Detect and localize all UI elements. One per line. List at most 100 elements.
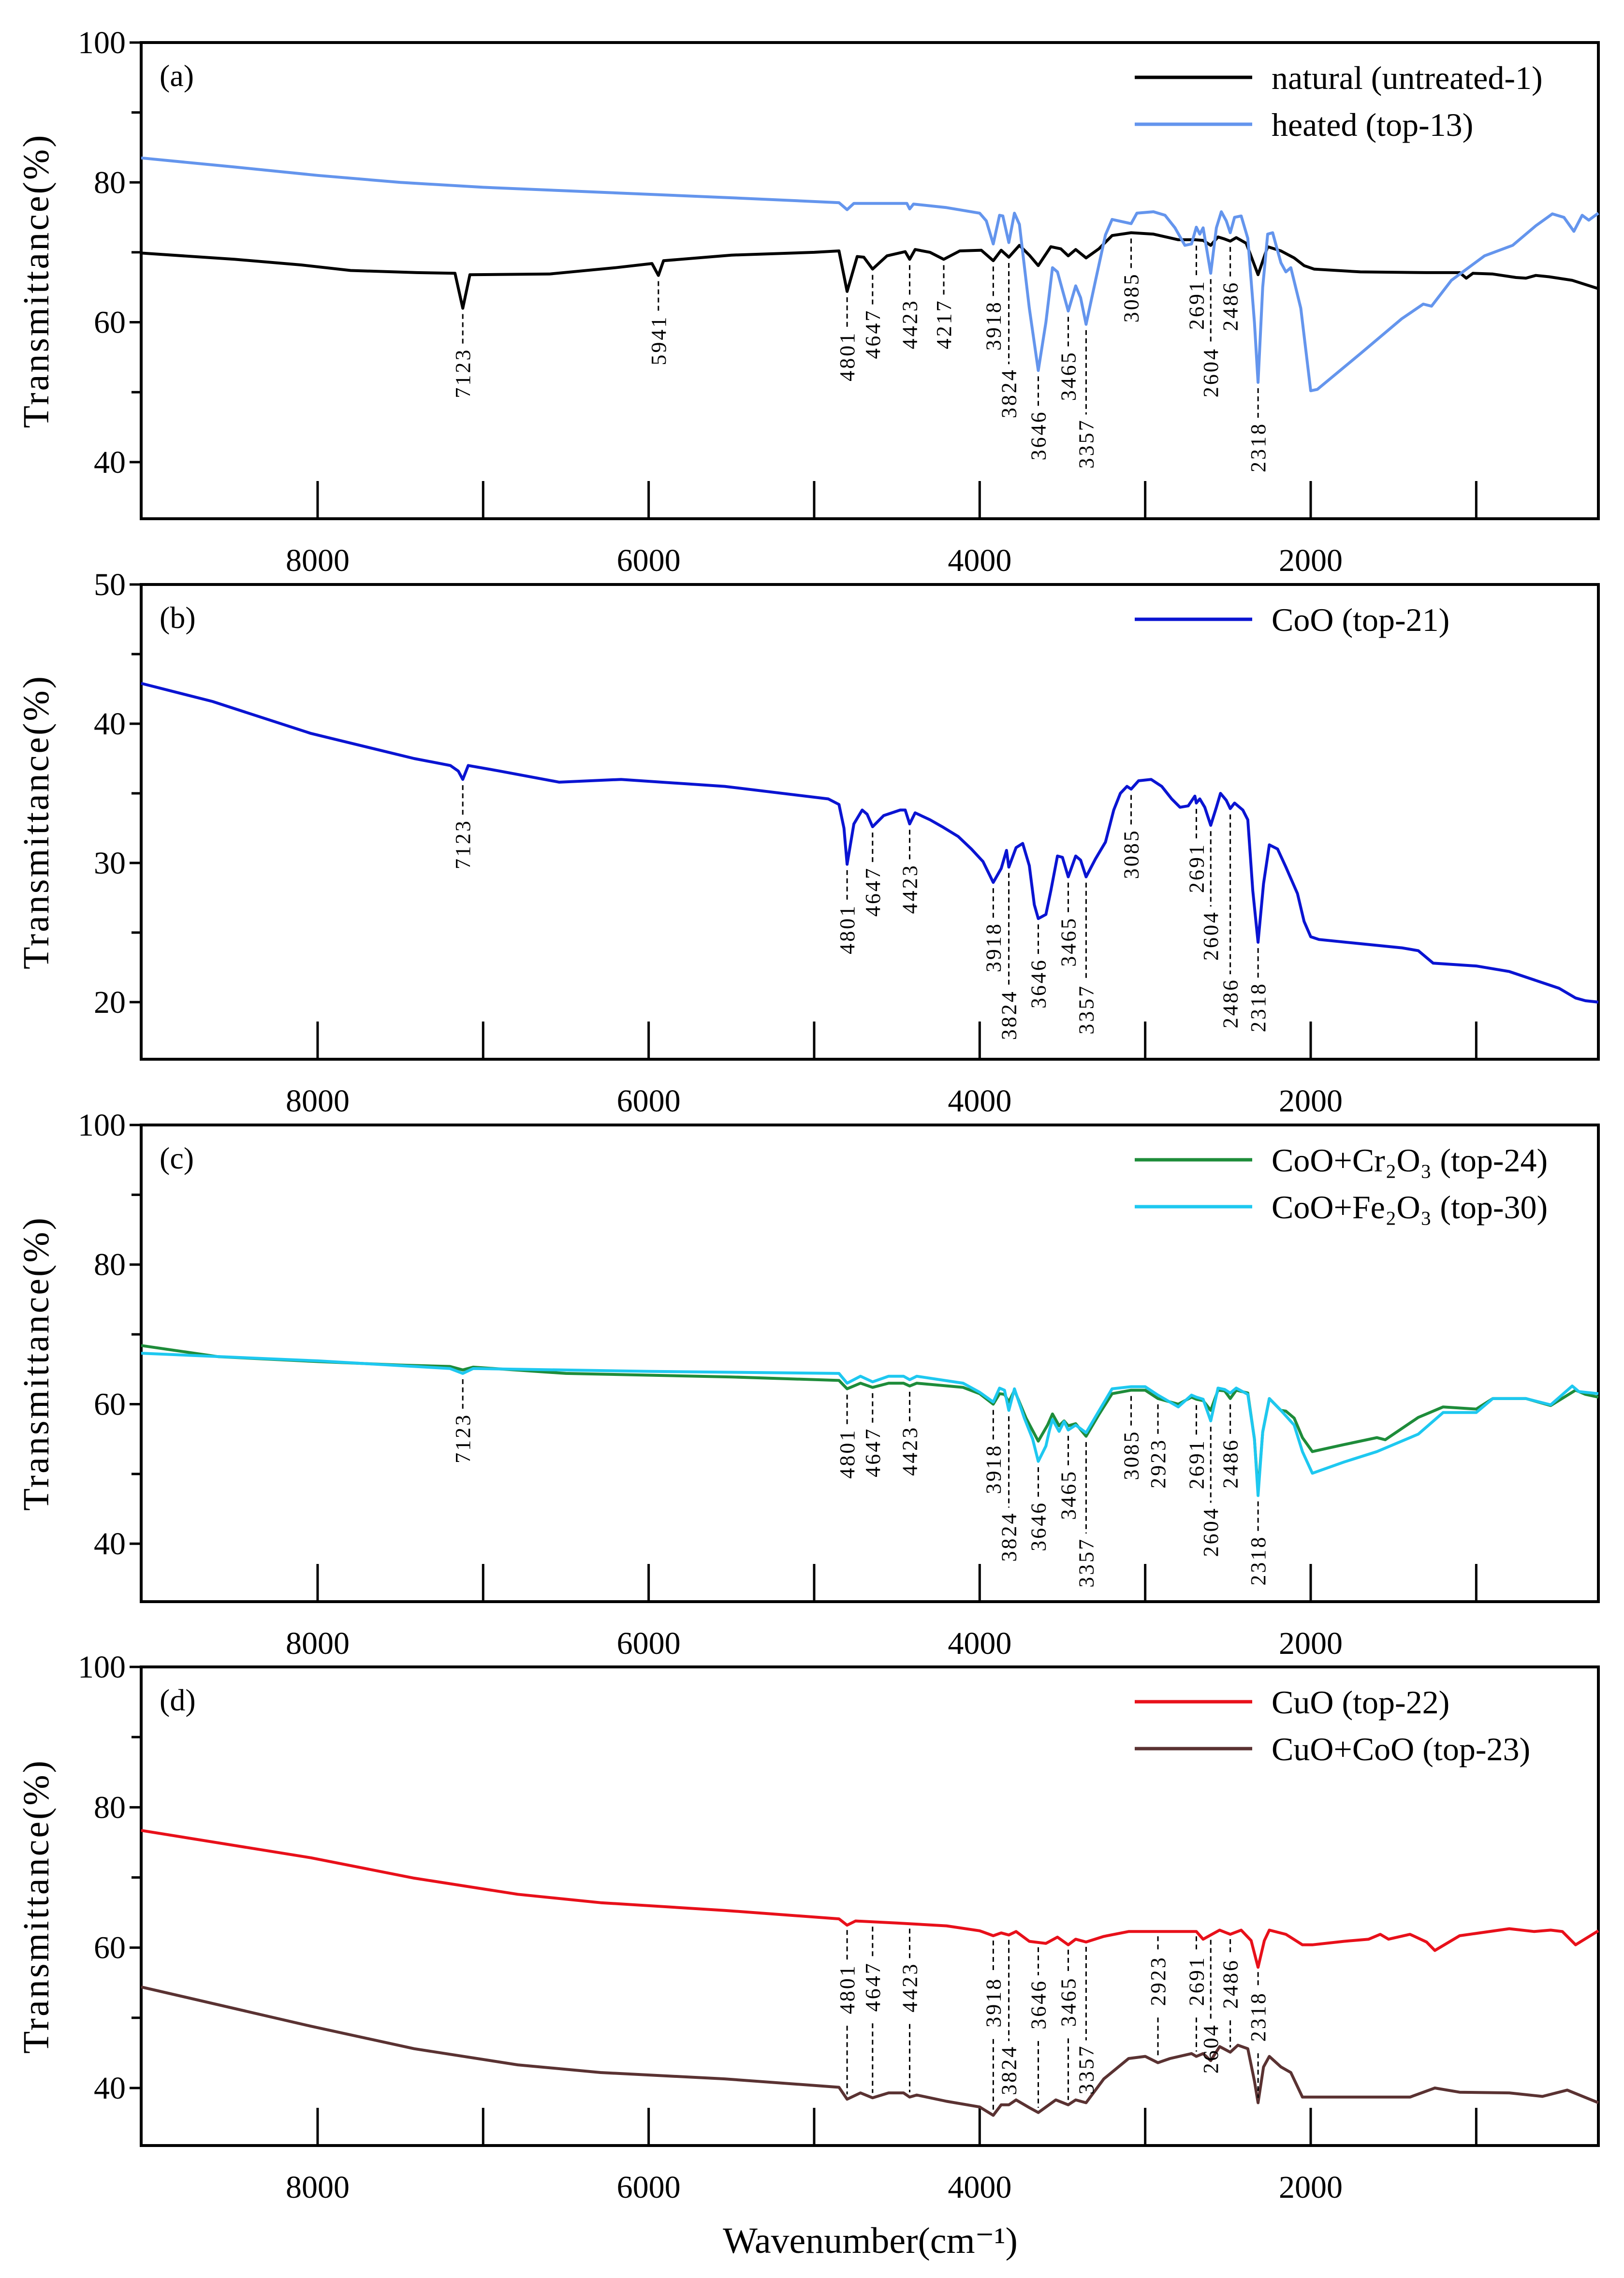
y-tick-label: 20 — [94, 985, 126, 1020]
peak-label: 3357 — [1074, 418, 1098, 468]
peak-label: 3646 — [1027, 410, 1051, 460]
peak-label: 2923 — [1146, 1438, 1170, 1489]
peak-label: 4423 — [898, 1426, 922, 1476]
peak-label: 2486 — [1219, 1438, 1243, 1489]
x-tick-label: 4000 — [948, 1626, 1011, 1661]
series-line-0 — [141, 1344, 1599, 1494]
plot-frame — [140, 583, 1600, 1061]
peak-label: 2923 — [1146, 1956, 1170, 2006]
peak-label: 3646 — [1027, 958, 1051, 1008]
panel-a: 8000 6000 4000 2000 40 60 80 100 Transmittance(%… — [16, 25, 1600, 578]
peak-label: 2318 — [1246, 422, 1270, 472]
peak-label: 3918 — [981, 1977, 1005, 2028]
x-axis-title: Wavenumber(cm⁻¹) — [723, 2220, 1018, 2261]
y-tick-label: 30 — [94, 846, 126, 881]
x-tick-label: 8000 — [286, 1083, 350, 1119]
plot-frame — [140, 1124, 1600, 1603]
y-tick-label: 100 — [78, 1650, 126, 1685]
peak-label: 2318 — [1246, 982, 1270, 1032]
peak-label: 4217 — [932, 299, 956, 349]
panel-label: (c) — [160, 1141, 194, 1175]
x-tick-label: 6000 — [617, 543, 681, 578]
peak-label: 7123 — [451, 348, 475, 398]
x-tick-label: 2000 — [1279, 1083, 1343, 1119]
panel-label: (d) — [160, 1683, 196, 1717]
peak-label: 3646 — [1027, 1979, 1051, 2030]
y-tick-label: 40 — [94, 1526, 126, 1562]
series-line-0 — [141, 231, 1599, 310]
y-tick-label: 100 — [78, 25, 126, 60]
peak-label: 2691 — [1185, 1439, 1208, 1489]
peak-label: 4647 — [861, 309, 885, 359]
x-tick-label: 8000 — [286, 543, 350, 578]
peak-label: 4423 — [898, 299, 922, 349]
series-line-1 — [141, 1352, 1599, 1497]
y-tick-label: 40 — [94, 2071, 126, 2106]
series-line-1 — [141, 156, 1599, 393]
peak-label: 5941 — [647, 315, 671, 365]
x-tick-label: 2000 — [1279, 543, 1343, 578]
y-tick-label: 60 — [94, 1930, 126, 1966]
x-tick-label: 6000 — [617, 1083, 681, 1119]
peak-label: 3357 — [1074, 984, 1098, 1035]
peak-label: 4423 — [898, 863, 922, 914]
legend-label: natural (untreated-1) — [1272, 59, 1543, 96]
x-tick-label: 8000 — [286, 1626, 350, 1661]
peak-label: 2691 — [1185, 1956, 1208, 2006]
x-tick-label: 4000 — [948, 2170, 1011, 2205]
peak-label: 4647 — [861, 1427, 885, 1477]
peak-label: 4801 — [835, 904, 859, 954]
peak-label: 3357 — [1074, 2044, 1098, 2094]
peak-label: 7123 — [451, 819, 475, 869]
y-tick-label: 50 — [94, 567, 126, 602]
peak-label: 2486 — [1219, 978, 1243, 1028]
x-tick-label: 6000 — [617, 2170, 681, 2205]
legend-label: CoO (top-21) — [1272, 601, 1449, 638]
peak-label: 4647 — [861, 1961, 885, 2012]
y-tick-label: 80 — [94, 1247, 126, 1283]
y-axis-title: Transmittance(%) — [16, 1216, 57, 1511]
peak-label: 2604 — [1199, 910, 1223, 961]
peak-label: 4647 — [861, 866, 885, 917]
peak-label: 4423 — [898, 1962, 922, 2013]
peak-label: 3918 — [981, 300, 1005, 350]
peak-label: 2486 — [1219, 1958, 1243, 2009]
peak-label: 2604 — [1199, 2023, 1223, 2074]
legend-label: CuO (top-22) — [1272, 1684, 1449, 1721]
panel-label: (a) — [160, 58, 194, 93]
peak-label: 4801 — [835, 331, 859, 381]
peak-label: 3465 — [1056, 1470, 1080, 1520]
x-tick-label: 2000 — [1279, 1626, 1343, 1661]
y-tick-label: 40 — [94, 706, 126, 742]
x-tick-label: 2000 — [1279, 2170, 1343, 2205]
x-tick-label: 4000 — [948, 543, 1011, 578]
peak-label: 4801 — [835, 1429, 859, 1479]
peak-label: 2604 — [1199, 347, 1223, 397]
peak-label: 3918 — [981, 1444, 1005, 1494]
y-tick-label: 80 — [94, 165, 126, 200]
peak-label: 3085 — [1120, 829, 1143, 879]
y-tick-label: 40 — [94, 445, 126, 480]
peak-label: 3824 — [997, 990, 1021, 1040]
peak-label: 3465 — [1056, 1976, 1080, 2027]
y-tick-label: 100 — [78, 1108, 126, 1143]
peak-label: 3085 — [1120, 272, 1143, 322]
plot-frame — [140, 41, 1600, 520]
series-line-0 — [141, 1829, 1599, 1969]
y-axis-title: Transmittance(%) — [16, 133, 57, 428]
panel-c: 8000 6000 4000 2000 40 60 80 100 Transmittance(%… — [16, 1108, 1600, 1661]
legend-label: CuO+CoO (top-23) — [1272, 1731, 1530, 1767]
plot-frame — [140, 1665, 1600, 2147]
peak-label: 2486 — [1219, 281, 1243, 331]
peak-label: 2691 — [1185, 843, 1208, 893]
y-tick-label: 60 — [94, 1387, 126, 1422]
panel-b: 8000 6000 4000 2000 20 30 40 50 Transmittance(%)… — [16, 567, 1600, 1119]
peak-label: 2318 — [1246, 1535, 1270, 1586]
y-axis-title: Transmittance(%) — [16, 674, 57, 969]
peak-label: 3085 — [1120, 1430, 1143, 1480]
x-tick-label: 8000 — [286, 2170, 350, 2205]
peak-label: 3824 — [997, 1511, 1021, 1562]
peak-label: 3824 — [997, 368, 1021, 418]
peak-label: 2318 — [1246, 1991, 1270, 2042]
peak-label: 7123 — [451, 1413, 475, 1463]
